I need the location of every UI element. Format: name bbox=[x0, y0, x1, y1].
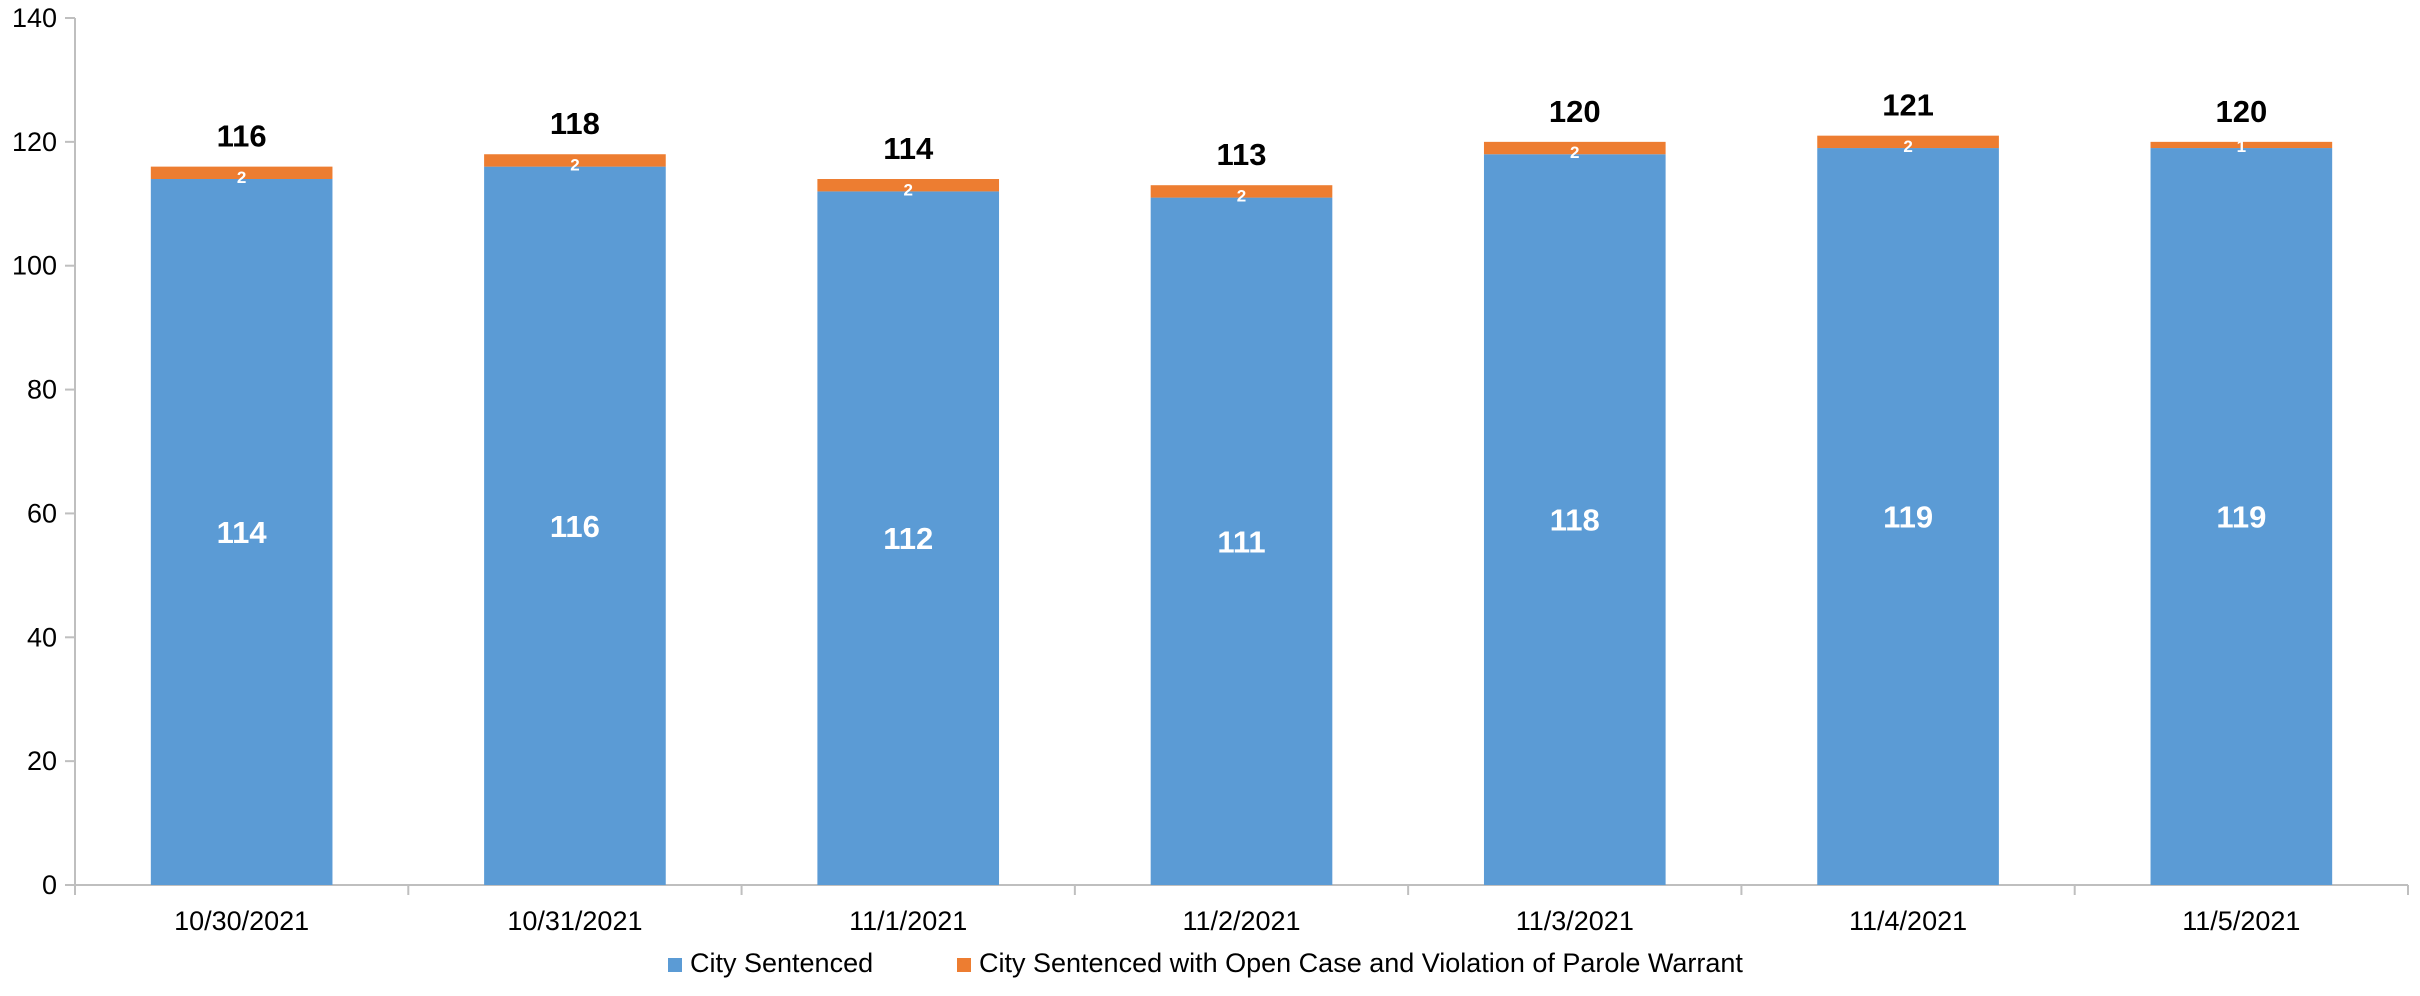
data-label-city-sentenced: 116 bbox=[550, 509, 600, 544]
data-label-open-case-parole-warrant: 2 bbox=[903, 180, 912, 199]
bar-city-sentenced bbox=[817, 191, 1000, 885]
data-label-total: 118 bbox=[550, 106, 600, 141]
legend-item-open-case-parole-warrant-label: City Sentenced with Open Case and Violat… bbox=[979, 948, 1743, 978]
y-tick-label: 120 bbox=[12, 127, 57, 157]
data-label-city-sentenced: 118 bbox=[1550, 503, 1600, 538]
bar-open-case-parole-warrant bbox=[484, 154, 666, 167]
bar-city-sentenced bbox=[2150, 148, 2333, 886]
bar-city-sentenced bbox=[1483, 154, 1666, 885]
data-label-city-sentenced: 119 bbox=[1883, 500, 1933, 535]
y-tick-label: 20 bbox=[27, 746, 57, 776]
data-label-city-sentenced: 112 bbox=[883, 521, 933, 556]
x-tick-label: 11/3/2021 bbox=[1516, 906, 1634, 936]
data-label-total: 116 bbox=[217, 119, 267, 154]
data-label-total: 120 bbox=[2215, 94, 2267, 129]
bar-open-case-parole-warrant bbox=[1483, 141, 1666, 155]
x-tick-label: 11/4/2021 bbox=[1849, 906, 1967, 936]
data-label-open-case-parole-warrant: 2 bbox=[570, 156, 579, 175]
data-label-open-case-parole-warrant: 2 bbox=[1570, 143, 1579, 162]
data-label-city-sentenced: 119 bbox=[2216, 500, 2266, 535]
bars bbox=[150, 135, 2333, 886]
bar-open-case-parole-warrant bbox=[817, 179, 1000, 192]
legend-item-city-sentenced-swatch bbox=[668, 958, 682, 972]
data-label-open-case-parole-warrant: 2 bbox=[237, 168, 246, 187]
data-label-total: 114 bbox=[883, 131, 934, 166]
x-tick-label: 11/5/2021 bbox=[2182, 906, 2300, 936]
x-tick-label: 11/2/2021 bbox=[1182, 906, 1300, 936]
data-label-open-case-parole-warrant: 2 bbox=[1237, 187, 1246, 206]
y-tick-label: 0 bbox=[42, 870, 57, 900]
x-tick-label: 10/30/2021 bbox=[174, 906, 309, 936]
y-tick-label: 140 bbox=[12, 3, 57, 33]
x-tick-label: 10/31/2021 bbox=[507, 906, 642, 936]
bar-open-case-parole-warrant bbox=[1150, 185, 1333, 198]
y-tick-label: 60 bbox=[27, 498, 57, 528]
bar-city-sentenced bbox=[1817, 148, 1999, 886]
bar-city-sentenced bbox=[150, 179, 333, 885]
legend: City Sentenced City Sentenced with Open C… bbox=[668, 948, 1743, 978]
data-label-total: 120 bbox=[1549, 94, 1601, 129]
y-tick-label: 80 bbox=[27, 375, 57, 405]
y-tick-label: 100 bbox=[12, 251, 57, 281]
legend-item-city-sentenced-label: City Sentenced bbox=[690, 948, 873, 978]
bar-open-case-parole-warrant bbox=[2150, 141, 2333, 149]
data-label-total: 113 bbox=[1216, 137, 1266, 172]
bar-open-case-parole-warrant bbox=[1817, 135, 1999, 149]
bar-open-case-parole-warrant bbox=[150, 166, 333, 180]
y-tick-label: 40 bbox=[27, 622, 57, 652]
bar-city-sentenced bbox=[1150, 197, 1333, 886]
data-label-total: 121 bbox=[1882, 88, 1934, 123]
data-label-open-case-parole-warrant: 2 bbox=[1903, 137, 1912, 156]
data-label-city-sentenced: 114 bbox=[217, 515, 268, 550]
data-label-city-sentenced: 111 bbox=[1217, 524, 1265, 559]
legend-item-open-case-parole-warrant-swatch bbox=[957, 958, 971, 972]
bar-city-sentenced bbox=[484, 166, 666, 886]
data-labels: 114 2 116 116 2 118 112 2 114 111 2 113 118 2 120 119 2 1… bbox=[217, 88, 2268, 560]
x-tick-label: 11/1/2021 bbox=[849, 906, 967, 936]
data-label-open-case-parole-warrant: 1 bbox=[2237, 137, 2246, 156]
